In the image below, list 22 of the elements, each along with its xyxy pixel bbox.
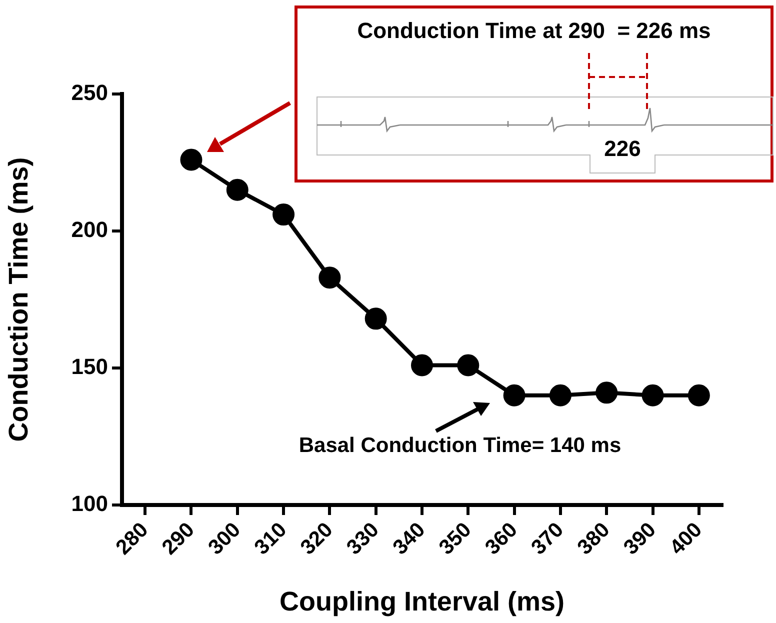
x-tick-label: 310	[250, 518, 292, 560]
annotation: Basal Conduction Time= 140 ms	[298, 434, 622, 458]
x-tick-label: 290	[158, 518, 199, 560]
x-tick-label: 350	[434, 518, 476, 560]
x-tick-label: 300	[204, 518, 246, 560]
x-tick-label: 390	[619, 518, 660, 560]
y-tick-label: 250	[71, 80, 108, 106]
x-tick-label: 360	[480, 518, 522, 560]
x-tick-label: 320	[296, 518, 338, 560]
x-tick-label: 340	[388, 518, 430, 560]
x-tick-label: 370	[527, 518, 568, 560]
y-axis-title: Conduction Time (ms)	[4, 157, 34, 442]
x-axis-title: Coupling Interval (ms)	[279, 586, 565, 616]
x-tick-label: 280	[112, 518, 153, 560]
y-tick-label: 200	[71, 217, 108, 242]
x-tick-label: 380	[573, 518, 614, 560]
x-tick-label: 400	[666, 518, 707, 560]
text: Conduction Time at 290 = 226 ms	[356, 18, 712, 44]
y-tick-label: 100	[71, 491, 108, 516]
y-tick-label: 150	[71, 354, 108, 380]
annotation: 226	[603, 136, 642, 162]
x-tick-label: 330	[342, 518, 384, 560]
